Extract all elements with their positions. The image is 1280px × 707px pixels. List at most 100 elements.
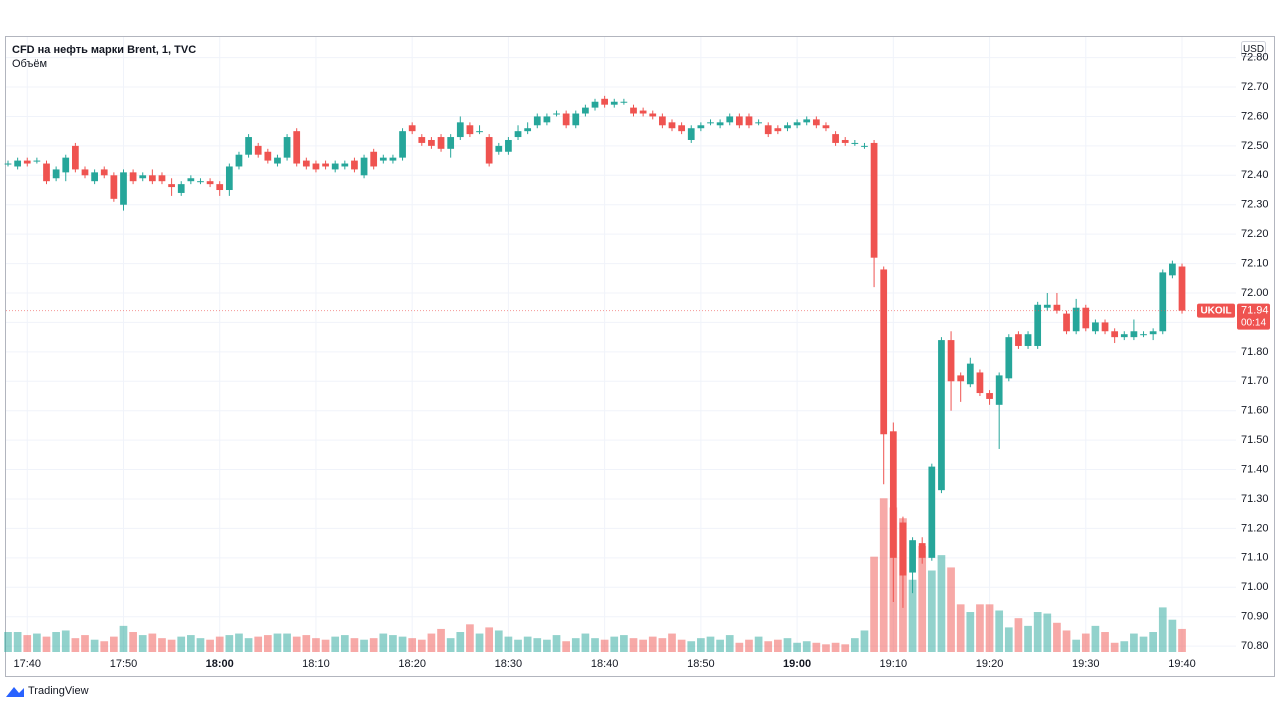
candle-body [659, 116, 666, 126]
currency-box[interactable] [1241, 41, 1266, 57]
y-tick-label: 72.70 [1241, 81, 1269, 93]
candle-body [312, 163, 320, 170]
candle-body [610, 101, 618, 105]
volume-bar [206, 639, 214, 652]
volume-bar [1110, 642, 1119, 652]
candle-body [322, 163, 329, 167]
candle-body [43, 163, 50, 182]
candle-body [976, 372, 984, 394]
candle-body [947, 340, 955, 382]
candle-body [1053, 304, 1061, 311]
candle-body [428, 139, 435, 146]
candle-body [957, 375, 965, 382]
candle-body [485, 137, 493, 164]
y-tick-label: 71.10 [1241, 552, 1269, 564]
volume-bar [514, 639, 522, 652]
volume-bar [562, 641, 570, 652]
brand-logo [6, 687, 24, 697]
last-price-label: 71.94 [1241, 305, 1269, 317]
candle-body [630, 107, 637, 114]
candle-body [351, 160, 358, 170]
x-tick-label: 19:00 [783, 658, 811, 670]
volume-bar [13, 632, 22, 652]
volume-bar [225, 635, 234, 652]
volume-bar [648, 636, 657, 652]
candle-body [1159, 272, 1167, 332]
y-tick-label: 72.80 [1241, 52, 1269, 64]
volume-bar [706, 636, 715, 652]
candle-body [33, 160, 41, 162]
y-tick-label: 70.80 [1241, 640, 1269, 652]
candle-body [1111, 331, 1119, 338]
symbol-tag [1197, 303, 1235, 318]
y-tick-label: 71.30 [1241, 493, 1269, 505]
volume-bar [398, 636, 407, 652]
candle-body [505, 139, 512, 152]
candle-body [245, 137, 252, 155]
volume-bar [81, 635, 89, 652]
candle-body [543, 116, 551, 123]
y-tick-label: 72.00 [1241, 287, 1269, 299]
candle-body [755, 122, 762, 124]
x-tick-label: 19:20 [976, 658, 1004, 670]
volume-bar [129, 632, 137, 652]
volume-bar [908, 579, 917, 652]
volume-bar [1178, 628, 1186, 652]
candle-body [880, 269, 888, 435]
candle-body [14, 160, 22, 167]
candle-body [168, 184, 175, 188]
volume-bar [927, 570, 936, 652]
volume-bar [1033, 612, 1042, 652]
candle-body [928, 466, 936, 558]
volume-bar [119, 625, 128, 652]
volume-bar [1014, 618, 1023, 652]
candle-body [764, 125, 772, 135]
volume-bar [1168, 619, 1177, 652]
y-tick-label: 72.20 [1241, 228, 1269, 240]
volume-bar [186, 635, 195, 652]
candle-body [889, 431, 897, 558]
y-tick-label: 72.40 [1241, 169, 1269, 181]
x-tick-label: 17:40 [13, 658, 41, 670]
candle-body [591, 101, 599, 108]
candle-body [697, 125, 705, 129]
volume-bar [1101, 632, 1109, 652]
candle-body [158, 175, 166, 182]
candle-body [687, 128, 695, 140]
candle-body [81, 169, 89, 176]
volume-bar [1149, 632, 1157, 652]
candle-body [909, 540, 916, 573]
currency[interactable]: USD [1243, 44, 1264, 55]
candle-body [206, 181, 214, 185]
volume-bar [591, 638, 599, 652]
volume-bar [571, 638, 580, 652]
candle-body [1149, 331, 1157, 335]
volume-bar [552, 635, 561, 652]
candle-body [225, 166, 233, 191]
volume-bar [33, 633, 41, 652]
candle-body [735, 116, 743, 126]
candle-body [370, 151, 378, 167]
volume-bar [639, 639, 647, 652]
volume-bar [860, 630, 869, 652]
volume-bar [687, 641, 696, 652]
volume-bar [793, 642, 801, 652]
x-tick-label: 18:10 [302, 658, 330, 670]
candle-body [235, 154, 243, 167]
volume-bar [90, 639, 99, 652]
volume-bar [177, 636, 186, 652]
candle-body [966, 363, 974, 385]
candle-body [822, 125, 830, 129]
candle-body [197, 181, 204, 183]
candle-body [293, 131, 301, 164]
candle-body [572, 113, 580, 126]
y-tick-label: 71.60 [1241, 405, 1269, 417]
candle-body [639, 110, 647, 114]
volume-bar [235, 633, 243, 652]
candle-body [995, 375, 1003, 405]
candle-body [861, 145, 868, 147]
volume-bar [485, 627, 494, 652]
candle-body [379, 157, 387, 161]
candle-body [726, 116, 734, 123]
y-tick-label: 72.60 [1241, 110, 1269, 122]
